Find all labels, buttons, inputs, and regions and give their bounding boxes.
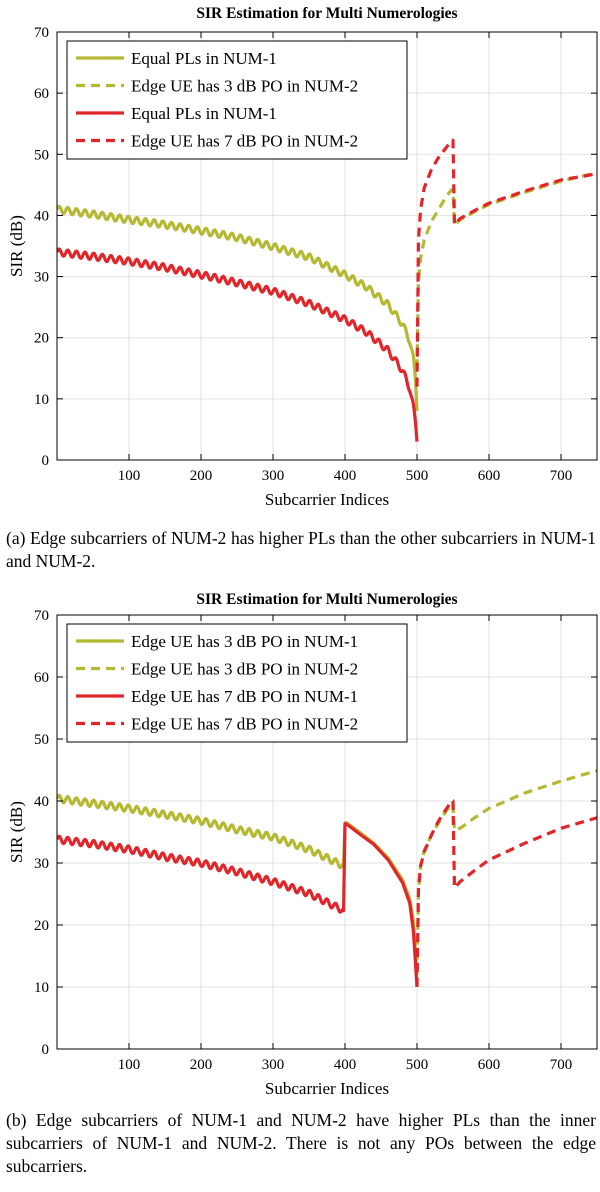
chart-b-y-tick-label-5: 50 (34, 732, 49, 748)
chart-a-y-axis-label: SIR (dB) (7, 215, 26, 277)
chart-b-legend-label-2: Edge UE has 7 dB PO in NUM-1 (131, 687, 358, 706)
chart-a-legend-label-3: Edge UE has 7 dB PO in NUM-2 (131, 132, 358, 151)
chart-a-x-tick-label-5: 600 (478, 468, 501, 484)
chart-b-plot-area (57, 769, 597, 988)
chart-a-y-tick-label-1: 10 (34, 392, 49, 408)
chart-a-legend-label-2: Equal PLs in NUM-1 (131, 104, 277, 123)
chart-a-x-tick-label-1: 200 (190, 468, 213, 484)
chart-a-series-1 (415, 171, 597, 369)
chart-a-x-tick-label-0: 100 (118, 468, 141, 484)
chart-b-x-tick-label-5: 600 (478, 1057, 501, 1073)
caption-a: (a) Edge subcarriers of NUM-2 has higher… (6, 528, 596, 571)
chart-b-x-tick-label-2: 300 (262, 1057, 285, 1073)
chart-a-x-tick-label-3: 400 (334, 468, 357, 484)
chart-a-group: 100 200 300 400 500 600 700 0 10 20 30 40 50 60 70 SIR … (7, 5, 598, 509)
chart-a-series-2 (57, 247, 419, 442)
chart-b-x-tick-label-0: 100 (118, 1057, 141, 1073)
chart-b-x-tick-label-3: 400 (334, 1057, 357, 1073)
chart-a-y-tick-label-6: 60 (34, 86, 49, 102)
chart-a-legend-label-1: Edge UE has 3 dB PO in NUM-2 (131, 77, 358, 96)
chart-a-y-tick-label-2: 20 (34, 331, 49, 347)
chart-a-x-tick-label-6: 700 (550, 468, 573, 484)
chart-b-title: SIR Estimation for Multi Numerologies (196, 591, 457, 608)
chart-b-x-tick-label-4: 500 (406, 1057, 429, 1073)
chart-b-y-tick-label-6: 60 (34, 670, 49, 686)
chart-a-plot-area (57, 138, 597, 442)
chart-b-legend-label-0: Edge UE has 3 dB PO in NUM-1 (131, 632, 358, 651)
chart-b-series-2 (57, 822, 419, 988)
chart-a-series-3 (415, 138, 597, 387)
chart-b-group: 100 200 300 400 500 600 700 0 10 20 30 40 50 60 70 SIR … (7, 591, 598, 1098)
chart-a-x-tick-label-4: 500 (406, 468, 429, 484)
chart-a-y-tick-label-5: 50 (34, 147, 49, 163)
chart-b-y-tick-label-4: 40 (34, 794, 49, 810)
chart-b-axes-box (56, 614, 598, 1050)
chart-b-legend-label-3: Edge UE has 7 dB PO in NUM-2 (131, 715, 358, 734)
chart-b-x-tick-label-1: 200 (190, 1057, 213, 1073)
chart-a-title: SIR Estimation for Multi Numerologies (196, 5, 457, 22)
chart-b-series-0 (57, 793, 419, 975)
chart-a-legend-label-0: Equal PLs in NUM-1 (131, 49, 277, 68)
chart-a-series-0 (57, 204, 419, 412)
chart-b-y-tick-label-2: 20 (34, 918, 49, 934)
chart-a-axes-box (56, 31, 598, 461)
chart-b-y-axis-label: SIR (dB) (7, 801, 26, 863)
chart-b-y-tick-label-1: 10 (34, 980, 49, 996)
chart-a-y-tick-label-4: 40 (34, 208, 49, 224)
chart-a-x-axis-label: Subcarrier Indices (265, 490, 389, 509)
chart-b-legend-label-1: Edge UE has 3 dB PO in NUM-2 (131, 660, 358, 679)
chart-b-y-tick-label-3: 30 (34, 856, 49, 872)
chart-a-y-tick-label-0: 0 (42, 453, 50, 469)
chart-b-x-tick-label-6: 700 (550, 1057, 573, 1073)
chart-a-y-tick-label-3: 30 (34, 270, 49, 286)
chart-b-series-3 (415, 799, 597, 988)
caption-b: (b) Edge subcarriers of NUM-1 and NUM-2 … (6, 1110, 596, 1176)
chart-b-y-tick-label-7: 70 (34, 608, 49, 624)
chart-a-y-tick-label-7: 70 (34, 25, 49, 41)
chart-a-x-tick-label-2: 300 (262, 468, 285, 484)
chart-b-y-tick-label-0: 0 (42, 1042, 50, 1058)
chart-b-x-axis-label: Subcarrier Indices (265, 1079, 389, 1098)
